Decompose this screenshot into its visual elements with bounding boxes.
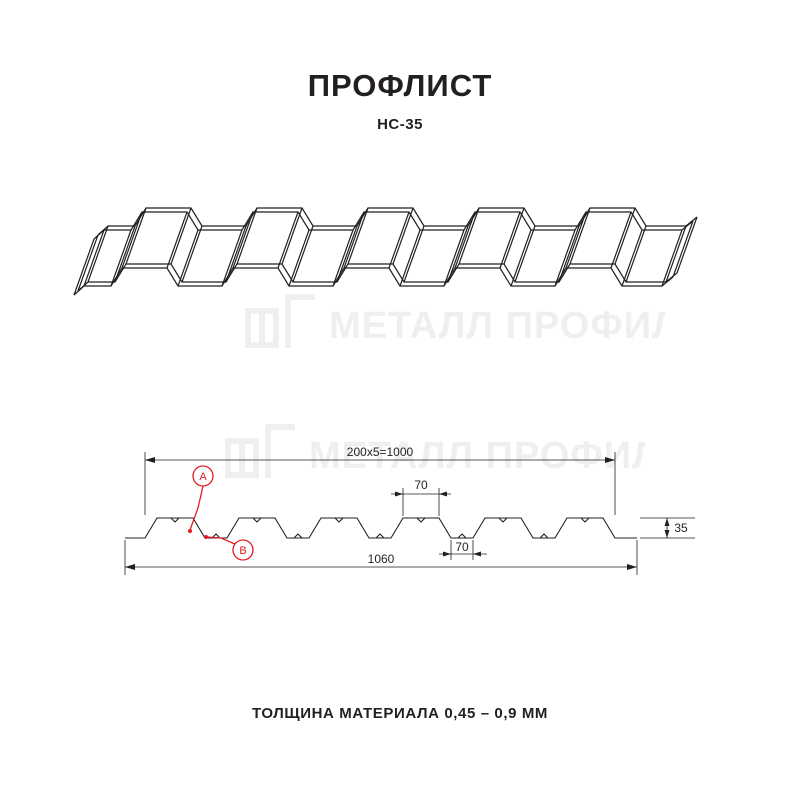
cross-section-view: 200х5=1000 70 70 (95, 430, 715, 595)
page-title: ПРОФЛИСТ (307, 68, 493, 103)
callout-a-label: A (199, 471, 207, 483)
isometric-profile-view (60, 195, 750, 340)
material-thickness-note: ТОЛЩИНА МАТЕРИАЛА 0,45 – 0,9 ММ (251, 705, 549, 722)
dimension-total-width: 1060 (368, 552, 395, 566)
callout-a: A (188, 465, 214, 533)
dimension-top-span: 200х5=1000 (347, 445, 414, 459)
page-subtitle: НС-35 (377, 116, 423, 133)
dimension-height: 35 (674, 521, 688, 535)
dimension-rib-top: 70 (414, 478, 428, 492)
dimension-rib-bottom: 70 (455, 540, 469, 554)
callout-b: B (204, 535, 254, 561)
callout-b-label: B (239, 545, 246, 557)
